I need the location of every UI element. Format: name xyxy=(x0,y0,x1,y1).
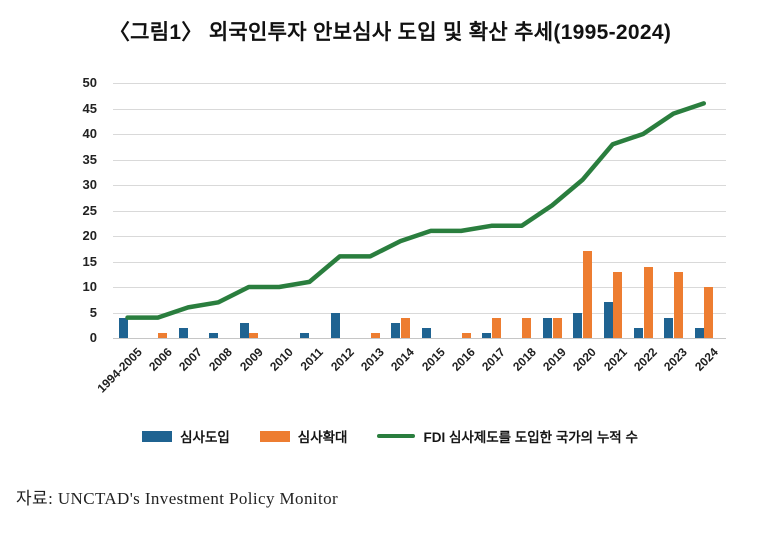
gridline xyxy=(113,210,726,212)
bar-introduction-2020 xyxy=(573,312,583,338)
bar-introduction-2024 xyxy=(694,327,704,338)
gridline xyxy=(113,338,726,339)
bar-introduction-2015 xyxy=(421,327,431,338)
legend: 심사도입 심사확대 FDI 심사제도를 도입한 국가의 누적 수 xyxy=(0,426,780,446)
legend-swatch-icon xyxy=(142,430,173,442)
y-axis-tick-label: 0 xyxy=(89,330,97,345)
bar-expansion-2018 xyxy=(522,317,532,338)
bar-introduction-2007 xyxy=(179,327,189,338)
y-axis-tick-label: 45 xyxy=(82,100,97,116)
legend-item: 심사확대 xyxy=(259,426,348,446)
bar-introduction-2022 xyxy=(634,327,644,338)
legend-item: 심사도입 xyxy=(142,426,230,446)
y-axis-tick-label: 25 xyxy=(82,202,97,218)
bar-expansion-2016 xyxy=(461,332,471,338)
bar-introduction-2023 xyxy=(664,317,674,338)
bar-expansion-2023 xyxy=(673,271,683,338)
bar-introduction-2017 xyxy=(482,332,492,338)
bar-introduction-2014 xyxy=(391,322,401,338)
bar-introduction-2019 xyxy=(543,317,553,338)
bar-expansion-2009 xyxy=(249,332,259,338)
bar-introduction-2009 xyxy=(239,322,249,338)
bar-expansion-2013 xyxy=(370,332,380,338)
bar-expansion-2006 xyxy=(158,332,168,338)
y-axis-tick-label: 20 xyxy=(82,228,97,243)
y-axis-tick-label: 5 xyxy=(89,304,97,320)
legend-label: FDI 심사제도를 도입한 국가의 누적 수 xyxy=(423,430,638,445)
bar-introduction-2008 xyxy=(209,332,219,338)
y-axis-tick-label: 40 xyxy=(82,126,97,141)
gridline xyxy=(113,312,726,314)
legend-line-icon xyxy=(377,434,416,438)
legend-label: 심사도입 xyxy=(180,430,230,445)
gridline xyxy=(113,159,726,161)
bar-introduction-2012 xyxy=(330,312,340,338)
chart-title: 〈그림1〉 외국인투자 안보심사 도입 및 확산 추세(1995-2024) xyxy=(108,21,672,44)
bar-introduction-1994-2005 xyxy=(118,317,128,338)
y-axis-tick-label: 50 xyxy=(82,75,97,90)
gridline xyxy=(113,108,726,110)
source-caption: 자료: UNCTAD's Investment Policy Monitor xyxy=(16,489,339,508)
gridline xyxy=(113,287,726,288)
bar-introduction-2011 xyxy=(300,332,310,338)
y-axis-tick-label: 35 xyxy=(82,151,97,167)
gridline xyxy=(113,261,726,263)
bar-expansion-2019 xyxy=(552,317,562,338)
y-axis-tick-label: 10 xyxy=(82,279,97,294)
gridline xyxy=(113,185,726,186)
bar-expansion-2017 xyxy=(491,317,501,338)
bar-expansion-2020 xyxy=(582,251,592,338)
y-axis-tick-label: 15 xyxy=(82,253,97,269)
bar-expansion-2024 xyxy=(704,287,714,338)
bar-expansion-2022 xyxy=(643,266,653,338)
legend-label: 심사확대 xyxy=(297,430,348,445)
legend-item: FDI 심사제도를 도입한 국가의 누적 수 xyxy=(377,426,638,446)
bar-introduction-2021 xyxy=(603,302,613,338)
bar-expansion-2014 xyxy=(400,317,410,338)
gridline xyxy=(113,134,726,135)
bar-expansion-2021 xyxy=(613,271,623,338)
y-axis-tick-label: 30 xyxy=(82,177,97,192)
legend-swatch-icon xyxy=(259,430,290,442)
gridline xyxy=(113,83,726,84)
gridline xyxy=(113,236,726,237)
